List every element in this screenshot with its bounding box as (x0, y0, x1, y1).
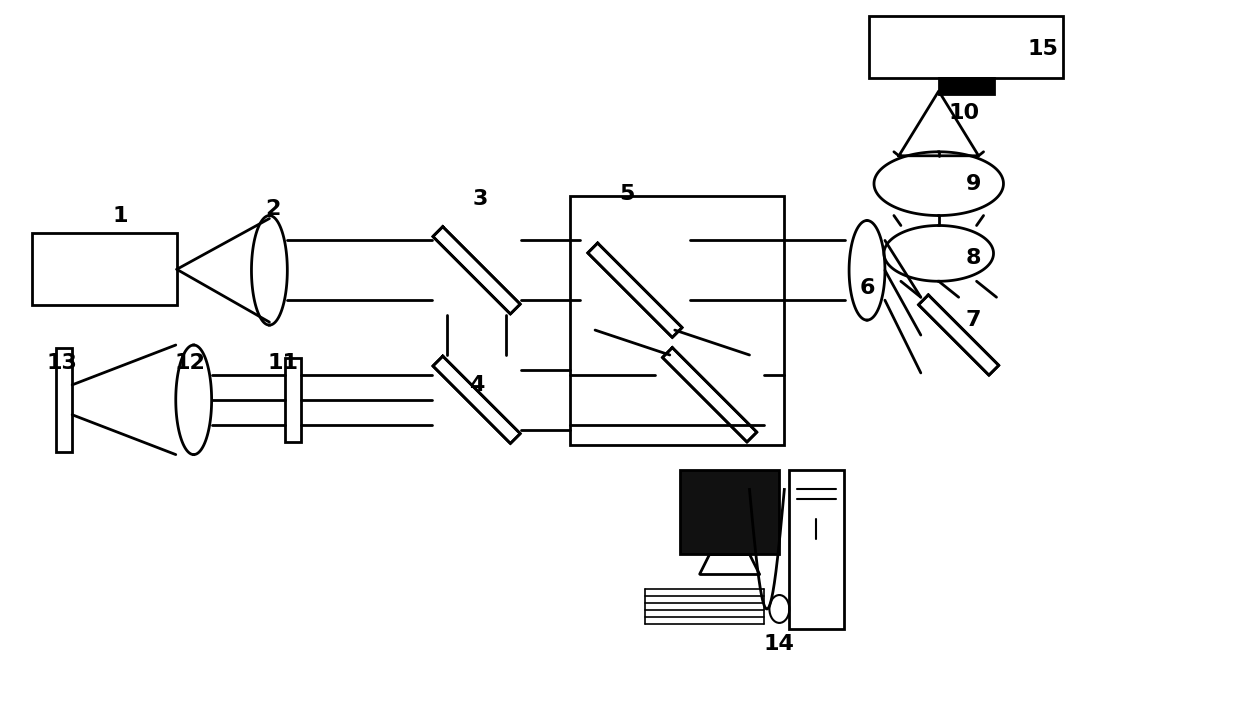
Text: 12: 12 (175, 353, 206, 373)
Text: 13: 13 (47, 353, 78, 373)
Bar (939, 78, 994, 94)
Text: 2: 2 (265, 198, 281, 219)
Bar (570, 196, 784, 444)
Text: 5: 5 (620, 184, 634, 203)
Text: 8: 8 (966, 248, 981, 268)
Bar (56, 348, 72, 451)
Text: 7: 7 (966, 310, 981, 330)
Text: 14: 14 (764, 634, 794, 654)
Bar (285, 358, 301, 442)
Text: 10: 10 (948, 103, 979, 123)
Text: 9: 9 (966, 174, 981, 193)
Bar (680, 470, 779, 554)
Bar (869, 16, 1063, 78)
Text: 1: 1 (113, 205, 128, 226)
Text: 11: 11 (268, 353, 299, 373)
Bar (32, 233, 177, 305)
Bar (789, 470, 844, 629)
Text: 15: 15 (1028, 39, 1059, 59)
Text: 3: 3 (473, 189, 488, 209)
Text: 6: 6 (860, 278, 875, 298)
Text: 4: 4 (468, 375, 484, 395)
